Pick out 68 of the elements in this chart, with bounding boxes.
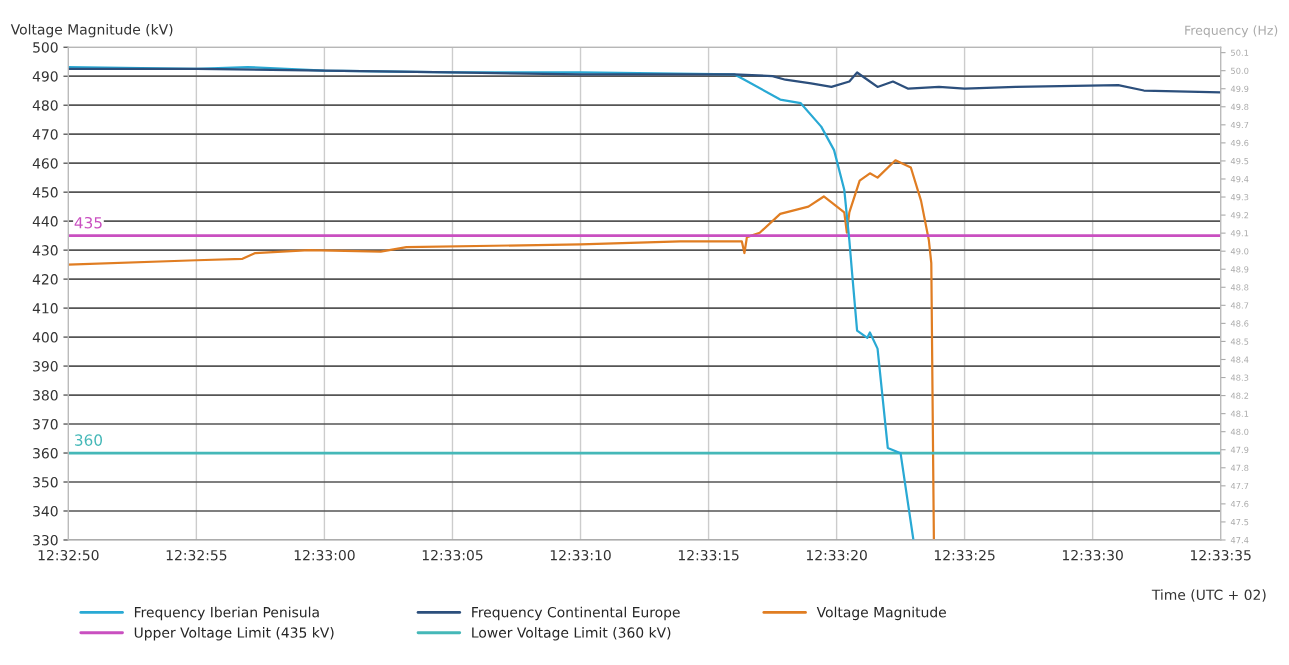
x-tick-label: 12:32:55 xyxy=(166,549,227,561)
y2-tick-label: 47.4 xyxy=(1230,537,1249,544)
y2-tick-label: 49.8 xyxy=(1230,103,1249,111)
y2-tick-label: 48.6 xyxy=(1230,320,1249,327)
line-series xyxy=(68,67,1221,94)
y2-tick-label: 49.2 xyxy=(1230,212,1249,219)
x-tick-label: 12:33:00 xyxy=(294,549,355,561)
y2-tick-label: 49.9 xyxy=(1230,85,1249,93)
y2-tick-label: 49.3 xyxy=(1230,194,1249,201)
y2-tick-label: 48.2 xyxy=(1230,392,1249,399)
legend-label: Voltage Magnitude xyxy=(816,606,946,621)
x-axis-title: Time (UTC + 02) xyxy=(1151,589,1266,602)
y2-tick-label: 47.5 xyxy=(1230,519,1249,526)
y-tick-label: 480 xyxy=(32,100,58,111)
x-tick-label: 12:33:25 xyxy=(934,549,995,561)
y2-tick-label: 48.0 xyxy=(1230,428,1249,435)
y2-tick-label: 47.9 xyxy=(1230,446,1249,454)
x-tick-label: 12:33:10 xyxy=(550,549,611,561)
y2-tick-label: 49.7 xyxy=(1230,121,1249,129)
y-tick-label: 430 xyxy=(32,245,58,256)
x-tick-label: 12:33:05 xyxy=(422,549,483,561)
y2-tick-label: 48.1 xyxy=(1230,410,1249,417)
y-tick-label: 500 xyxy=(33,42,58,53)
y2-tick-label: 49.1 xyxy=(1230,230,1249,237)
x-tick-label: 12:33:20 xyxy=(806,549,867,561)
annotation: 360 xyxy=(75,434,103,446)
x-tick-label: 12:33:30 xyxy=(1062,549,1123,561)
y-tick-label: 360 xyxy=(33,447,58,459)
y-tick-label: 330 xyxy=(33,534,58,546)
y-tick-label: 470 xyxy=(32,129,58,140)
y2-tick-label: 48.5 xyxy=(1230,338,1249,345)
y-tick-label: 400 xyxy=(32,332,58,343)
y2-tick-label: 49.0 xyxy=(1230,248,1249,255)
y2-tick-label: 48.3 xyxy=(1230,374,1249,381)
y2-tick-label: 47.8 xyxy=(1230,464,1249,472)
y2-tick-label: 47.6 xyxy=(1230,500,1249,508)
x-tick-label: 12:33:35 xyxy=(1191,549,1251,561)
y2-tick-label: 49.4 xyxy=(1230,175,1249,183)
y-tick-label: 460 xyxy=(32,158,58,169)
y-tick-label: 380 xyxy=(33,390,58,401)
y2-axis-title: Frequency (Hz) xyxy=(1185,25,1278,38)
annotation: 435 xyxy=(74,216,102,229)
y-tick-label: 390 xyxy=(33,361,58,372)
y-tick-label: 490 xyxy=(32,71,58,82)
y-tick-label: 410 xyxy=(32,303,58,314)
legend-label: Lower Voltage Limit (360 kV) xyxy=(472,627,671,641)
x-tick-label: 12:32:50 xyxy=(38,549,99,561)
y2-tick-label: 47.7 xyxy=(1230,482,1249,489)
y-tick-label: 420 xyxy=(32,274,58,285)
legend-label: Upper Voltage Limit (435 kV) xyxy=(134,627,334,641)
y2-tick-label: 50.1 xyxy=(1231,49,1249,56)
y2-tick-label: 48.8 xyxy=(1230,284,1249,291)
y-tick-label: 450 xyxy=(32,187,58,198)
y2-tick-label: 49.5 xyxy=(1230,157,1249,165)
y-tick-label: 370 xyxy=(33,419,58,430)
line-series xyxy=(68,159,935,540)
y2-tick-label: 48.7 xyxy=(1230,302,1249,309)
y2-tick-label: 48.4 xyxy=(1230,356,1249,363)
y2-tick-label: 50.0 xyxy=(1231,67,1249,74)
y-tick-label: 340 xyxy=(33,505,58,517)
y-tick-label: 350 xyxy=(33,476,58,488)
y2-tick-label: 49.6 xyxy=(1230,139,1249,147)
legend-label: Frequency Iberian Penisula xyxy=(134,606,319,621)
y2-tick-label: 48.9 xyxy=(1230,266,1249,273)
legend-label: Frequency Continental Europe xyxy=(472,606,680,621)
y-tick-label: 440 xyxy=(32,216,58,227)
y-axis-title: Voltage Magnitude (kV) xyxy=(10,23,173,38)
x-tick-label: 12:33:15 xyxy=(678,549,739,561)
